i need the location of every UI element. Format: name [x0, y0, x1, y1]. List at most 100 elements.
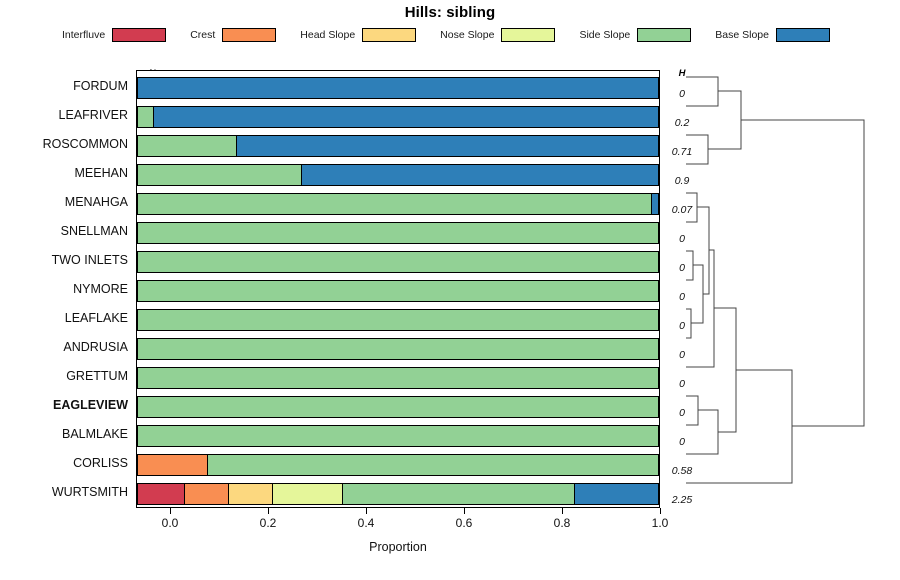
bar-segment	[138, 165, 302, 185]
h-column: H 0 0.2 0.71 0.9 0.07 0 0 0 0 0 0 0 0 0.58 2.25	[661, 68, 703, 508]
bar-segment	[273, 484, 344, 504]
x-axis-tick-label: 0.8	[553, 516, 571, 530]
legend-item-crest: Crest	[190, 28, 300, 42]
legend-swatch	[637, 28, 692, 42]
h-value-corliss: 0.58	[671, 465, 693, 477]
h-value-menahga: 0.07	[671, 204, 693, 216]
bar-segment	[208, 455, 658, 475]
bar-segment	[236, 136, 658, 156]
legend-label: Base Slope	[715, 29, 769, 41]
bar-leafriver	[137, 106, 659, 128]
legend-swatch	[112, 28, 167, 42]
category-label-corliss: CORLISS	[73, 456, 128, 470]
h-value-leafriver: 0.2	[674, 117, 690, 129]
bar-segment	[153, 107, 658, 127]
x-axis: 0.0 0.2 0.4 0.6 0.8 1.0	[136, 508, 668, 538]
dendrogram-svg	[686, 76, 865, 484]
legend-label: Interfluve	[62, 29, 106, 41]
bar-segment	[138, 136, 237, 156]
bar-fordum	[137, 77, 659, 99]
legend-item-interfluve: Interfluve	[62, 28, 190, 42]
bar-segment	[301, 165, 658, 185]
h-value-balmlake: 0	[679, 436, 685, 448]
bar-segment	[574, 484, 658, 504]
legend-label: Crest	[190, 29, 216, 41]
x-axis-tick-label: 0.4	[357, 516, 375, 530]
legend-item-nose-slope: Nose Slope	[440, 28, 579, 42]
h-value-nymore: 0	[679, 291, 685, 303]
h-value-fordum: 0	[679, 88, 685, 100]
bar-balmlake	[137, 425, 659, 447]
h-value-grettum: 0	[679, 378, 685, 390]
bar-snellman	[137, 222, 659, 244]
bar-two-inlets	[137, 251, 659, 273]
h-value-snellman: 0	[679, 233, 685, 245]
h-value-two-inlets: 0	[679, 262, 685, 274]
legend-item-head-slope: Head Slope	[300, 28, 440, 42]
bar-grettum	[137, 367, 659, 389]
bar-segment	[138, 78, 658, 98]
x-axis-tick	[366, 508, 367, 514]
bar-segment	[138, 455, 209, 475]
bar-wurtsmith	[137, 483, 659, 505]
category-label-andrusia: ANDRUSIA	[63, 340, 128, 354]
h-value-wurtsmith: 2.25	[671, 494, 693, 506]
category-label-balmlake: BALMLAKE	[61, 427, 128, 441]
bar-segment	[138, 484, 185, 504]
x-axis-tick	[464, 508, 465, 514]
x-axis-tick-label: 0.2	[259, 516, 277, 530]
legend-label: Head Slope	[300, 29, 356, 41]
bar-segment	[184, 484, 229, 504]
bar-segment	[138, 281, 658, 301]
category-label-leafriver: LEAFRIVER	[58, 108, 128, 122]
bar-segment	[343, 484, 575, 504]
bar-segment	[138, 310, 658, 330]
category-axis-labels: FORDUM LEAFRIVER ROSCOMMON MEEHAN MENAHGA SNE…	[0, 70, 133, 508]
legend-swatch	[362, 28, 417, 42]
x-axis-tick	[660, 508, 661, 514]
category-label-wurtsmith: WURTSMITH	[51, 485, 128, 499]
category-label-leaflake: LEAFLAKE	[64, 311, 128, 325]
x-axis-tick-label: 0.6	[455, 516, 473, 530]
bar-segment	[138, 368, 658, 388]
bar-nymore	[137, 280, 659, 302]
category-label-roscommon: ROSCOMMON	[42, 137, 128, 151]
chart-title: Hills: sibling	[404, 4, 496, 21]
bar-meehan	[137, 164, 659, 186]
legend-item-side-slope: Side Slope	[579, 28, 715, 42]
h-value-andrusia: 0	[679, 349, 685, 361]
bar-segment	[228, 484, 274, 504]
category-label-two-inlets: TWO INLETS	[51, 253, 128, 267]
category-label-snellman: SNELLMAN	[60, 224, 128, 238]
bar-segment	[138, 107, 154, 127]
bar-segment	[138, 194, 652, 214]
bar-roscommon	[137, 135, 659, 157]
legend-swatch	[501, 28, 556, 42]
bar-segment	[651, 194, 658, 214]
category-label-nymore: NYMORE	[73, 282, 128, 296]
bar-segment	[138, 339, 658, 359]
bar-segment	[138, 223, 658, 243]
x-axis-tick	[170, 508, 171, 514]
bar-segment	[138, 252, 658, 272]
x-axis-tick-label: 1.0	[651, 516, 669, 530]
legend-label: Nose Slope	[440, 29, 495, 41]
h-value-meehan: 0.9	[674, 175, 690, 187]
stacked-bars	[137, 71, 661, 509]
category-label-menahga: MENAHGA	[64, 195, 128, 209]
category-label-eagleview: EAGLEVIEW	[52, 398, 128, 412]
bar-corliss	[137, 454, 659, 476]
bar-eagleview	[137, 396, 659, 418]
category-label-fordum: FORDUM	[73, 79, 128, 93]
h-value-eagleview: 0	[679, 407, 685, 419]
legend-swatch	[775, 28, 830, 42]
dendrogram	[684, 70, 900, 508]
legend-item-base-slope: Base Slope	[715, 28, 830, 42]
x-axis-tick	[562, 508, 563, 514]
bar-menahga	[137, 193, 659, 215]
bar-segment	[138, 426, 658, 446]
h-value-roscommon: 0.71	[671, 146, 693, 158]
h-value-leaflake: 0	[679, 320, 685, 332]
legend-label: Side Slope	[579, 29, 631, 41]
x-axis-title: Proportion	[369, 540, 427, 554]
